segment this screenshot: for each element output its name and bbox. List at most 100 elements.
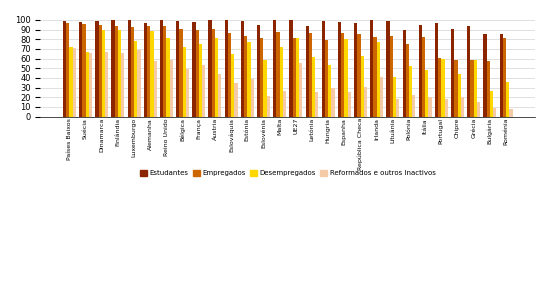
Bar [66, 23, 69, 117]
Bar [248, 42, 251, 117]
Bar [251, 79, 254, 117]
Bar [412, 95, 415, 117]
Bar [358, 34, 360, 117]
Bar [192, 22, 196, 117]
Bar [396, 99, 399, 117]
Bar [315, 92, 318, 117]
Bar [102, 30, 105, 117]
Bar [118, 30, 121, 117]
Legend: Estudantes, Empregados, Desempregados, Reformados e outros Inactivos: Estudantes, Empregados, Desempregados, R… [137, 168, 438, 179]
Bar [144, 23, 147, 117]
Bar [451, 28, 454, 117]
Bar [444, 99, 448, 117]
Bar [186, 69, 189, 117]
Bar [89, 53, 92, 117]
Bar [224, 20, 228, 117]
Bar [121, 53, 124, 117]
Bar [477, 102, 480, 117]
Bar [338, 22, 341, 117]
Bar [257, 25, 260, 117]
Bar [212, 28, 215, 117]
Bar [263, 60, 267, 117]
Bar [112, 20, 115, 117]
Bar [289, 20, 293, 117]
Bar [425, 70, 428, 117]
Bar [322, 21, 325, 117]
Bar [503, 38, 506, 117]
Bar [79, 22, 82, 117]
Bar [260, 38, 263, 117]
Bar [299, 63, 303, 117]
Bar [370, 20, 373, 117]
Bar [360, 56, 364, 117]
Bar [134, 41, 138, 117]
Bar [183, 47, 186, 117]
Bar [509, 109, 513, 117]
Bar [277, 32, 279, 117]
Bar [468, 26, 470, 117]
Bar [341, 33, 344, 117]
Bar [105, 52, 108, 117]
Bar [147, 26, 150, 117]
Bar [409, 66, 412, 117]
Bar [454, 60, 458, 117]
Bar [115, 26, 118, 117]
Bar [267, 96, 270, 117]
Bar [215, 38, 218, 117]
Bar [167, 38, 170, 117]
Bar [208, 20, 212, 117]
Bar [218, 74, 222, 117]
Bar [234, 83, 238, 117]
Bar [82, 24, 86, 117]
Bar [406, 44, 409, 117]
Bar [493, 108, 496, 117]
Bar [312, 57, 315, 117]
Bar [332, 87, 334, 117]
Bar [293, 38, 296, 117]
Bar [98, 25, 102, 117]
Bar [202, 65, 205, 117]
Bar [131, 27, 134, 117]
Bar [296, 38, 299, 117]
Bar [95, 21, 98, 117]
Bar [506, 82, 509, 117]
Bar [499, 34, 503, 117]
Bar [176, 21, 179, 117]
Bar [196, 30, 199, 117]
Bar [461, 97, 464, 117]
Bar [273, 20, 277, 117]
Bar [328, 65, 332, 117]
Bar [279, 47, 283, 117]
Bar [153, 62, 157, 117]
Bar [403, 30, 406, 117]
Bar [283, 91, 286, 117]
Bar [373, 37, 377, 117]
Bar [150, 31, 153, 117]
Bar [199, 44, 202, 117]
Bar [438, 58, 441, 117]
Bar [428, 97, 432, 117]
Bar [348, 92, 351, 117]
Bar [487, 62, 490, 117]
Bar [309, 33, 312, 117]
Bar [128, 20, 131, 117]
Bar [138, 50, 141, 117]
Bar [305, 26, 309, 117]
Bar [325, 40, 328, 117]
Bar [458, 74, 461, 117]
Bar [354, 23, 358, 117]
Bar [63, 21, 66, 117]
Bar [389, 36, 393, 117]
Bar [364, 87, 367, 117]
Bar [73, 48, 76, 117]
Bar [435, 23, 438, 117]
Bar [387, 21, 389, 117]
Bar [344, 39, 348, 117]
Bar [393, 77, 396, 117]
Bar [419, 25, 422, 117]
Bar [86, 52, 89, 117]
Bar [380, 77, 383, 117]
Bar [231, 54, 234, 117]
Bar [170, 60, 173, 117]
Bar [490, 91, 493, 117]
